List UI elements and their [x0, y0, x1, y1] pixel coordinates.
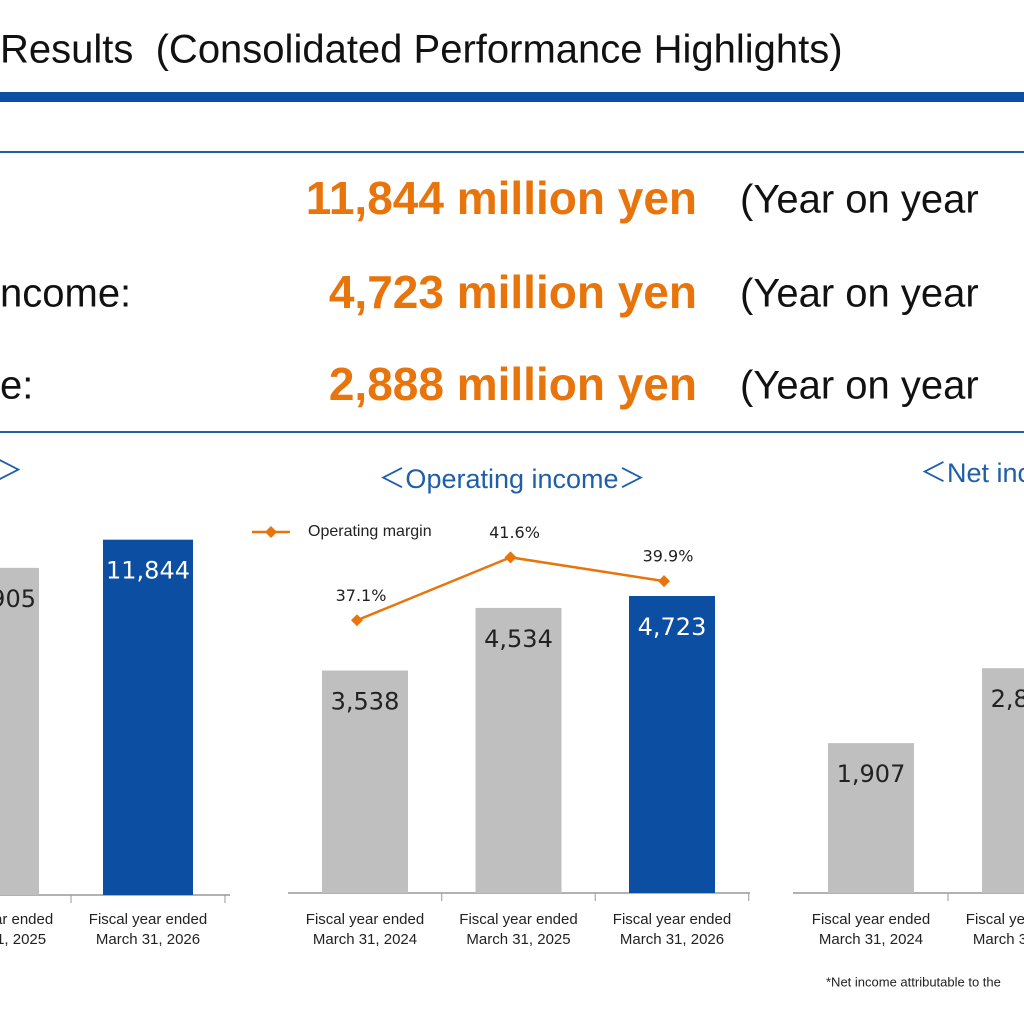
bar-value-label: 4,534 — [484, 625, 553, 653]
title-rule — [0, 92, 1024, 102]
bar-value-label: 1,907 — [837, 760, 906, 788]
bar — [828, 743, 914, 893]
bar-value-label: 2,860 — [991, 685, 1024, 713]
highlight-value: 11,844 million yen — [306, 172, 697, 224]
slide-title: Results (Consolidated Performance Highli… — [0, 28, 843, 72]
bar — [103, 539, 193, 895]
bar-value-label: 11,844 — [106, 557, 190, 585]
bar — [0, 567, 39, 895]
highlight-value: 4,723 million yen — [329, 266, 697, 318]
x-tick-label: Fiscal year ended — [89, 911, 207, 928]
x-tick-label: March 31, 2024 — [313, 931, 417, 948]
highlight-label: e: — [0, 364, 33, 408]
x-tick-label: Fiscal year ended — [812, 911, 930, 928]
x-tick-label: Fiscal year ended — [966, 911, 1024, 928]
bar — [475, 607, 562, 893]
x-tick-label: March 31, 2026 — [96, 931, 200, 948]
x-tick-label: March 31, 2024 — [819, 931, 923, 948]
x-tick-label: March 31, 2025 — [0, 931, 46, 948]
highlight-value: 2,888 million yen — [329, 358, 697, 410]
line-marker — [504, 551, 517, 564]
chart-title: ＜Net income＞ — [920, 458, 1024, 488]
footnote: *Net income attributable to the — [826, 974, 1001, 989]
bar — [322, 670, 408, 893]
line-marker — [658, 575, 670, 588]
line-marker — [351, 614, 363, 627]
highlight-yoy: (Year on year — [740, 178, 979, 222]
highlight-yoy: (Year on year — [740, 272, 979, 316]
line-value-label: 37.1% — [336, 586, 387, 605]
x-tick-label: Fiscal year ended — [613, 911, 731, 928]
x-tick-label: March 31, 2025 — [466, 931, 570, 948]
highlight-label: ncome: — [0, 272, 131, 316]
line-value-label: 41.6% — [489, 523, 540, 542]
highlight-yoy: (Year on year — [740, 364, 979, 408]
legend-marker — [265, 526, 277, 538]
x-tick-label: March 31, 2025 — [973, 931, 1024, 948]
bar — [982, 668, 1024, 893]
bar-value-label: 10,905 — [0, 585, 36, 613]
chart-title: ＞ — [0, 456, 23, 486]
bar-value-label: 3,538 — [331, 688, 400, 716]
chart-title: ＜Operating income＞ — [378, 464, 645, 494]
x-tick-label: Fiscal year ended — [459, 911, 577, 928]
x-tick-label: March 31, 2026 — [620, 931, 724, 948]
legend-label: Operating margin — [308, 523, 432, 540]
line-value-label: 39.9% — [643, 547, 694, 566]
x-tick-label: Fiscal year ended — [0, 911, 53, 928]
x-tick-label: Fiscal year ended — [306, 911, 424, 928]
bar — [629, 596, 715, 893]
bar-value-label: 4,723 — [638, 613, 707, 641]
